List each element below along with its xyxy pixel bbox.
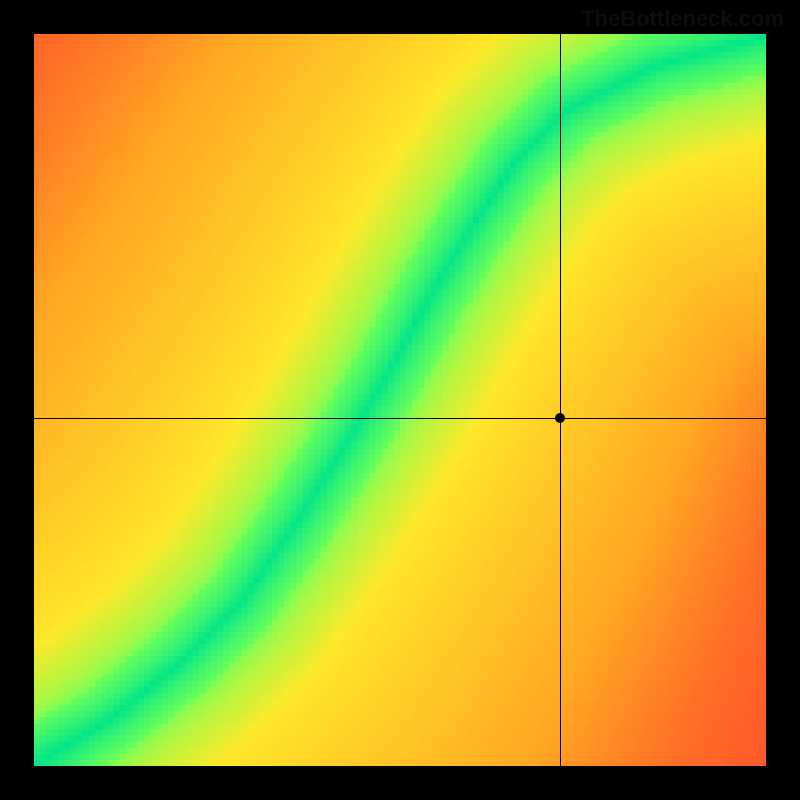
watermark-text: TheBottleneck.com — [581, 6, 784, 32]
crosshair-dot — [555, 413, 565, 423]
crosshair-horizontal — [34, 418, 766, 419]
bottleneck-heatmap — [34, 34, 766, 766]
crosshair-vertical — [560, 34, 561, 766]
plot-canvas — [34, 34, 766, 766]
